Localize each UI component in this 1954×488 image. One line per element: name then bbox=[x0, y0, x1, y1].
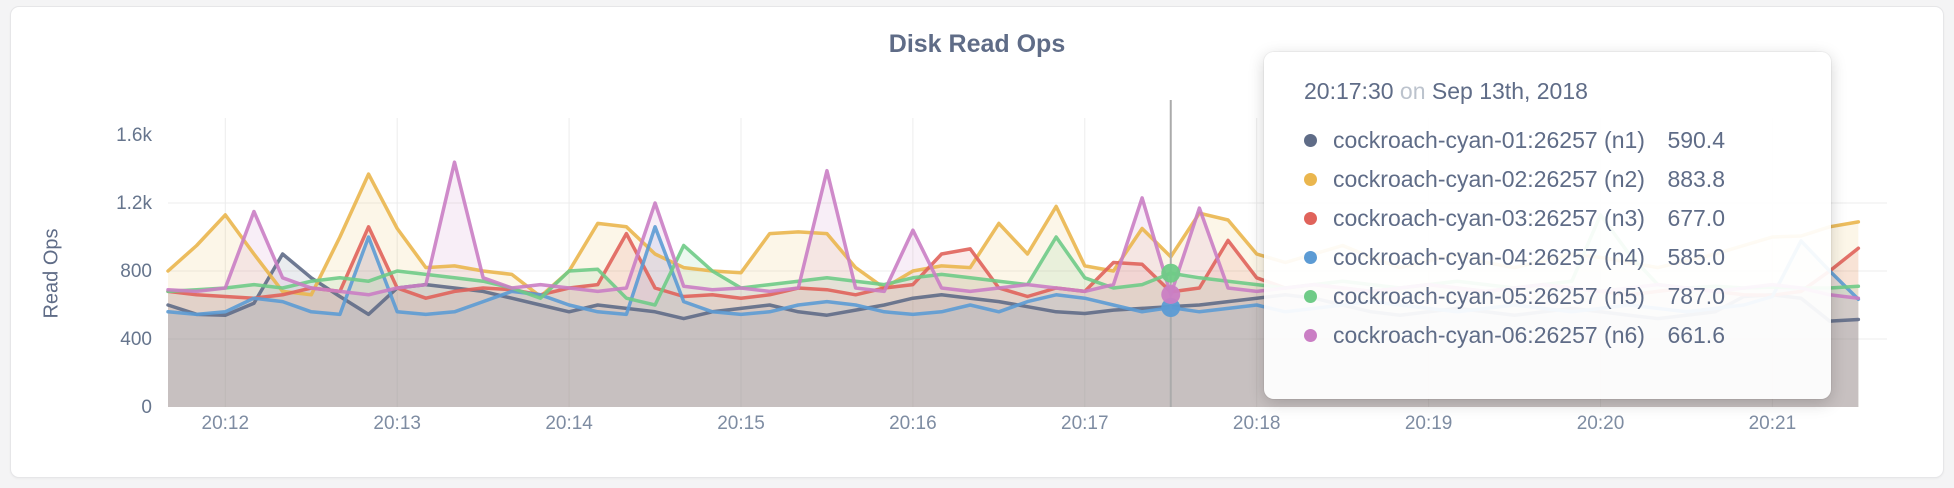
tooltip-series-value: 787.0 bbox=[1667, 283, 1725, 309]
chart-title: Disk Read Ops bbox=[888, 30, 1066, 58]
tooltip-series-name: cockroach-cyan-03:26257 (n3) bbox=[1333, 205, 1645, 231]
hover-point-n6 bbox=[1161, 285, 1181, 305]
x-tick-label: 20:20 bbox=[1576, 413, 1625, 434]
x-tick-label: 20:18 bbox=[1232, 413, 1281, 434]
tooltip-series-name: cockroach-cyan-04:26257 (n4) bbox=[1333, 244, 1645, 270]
tooltip-series-value: 677.0 bbox=[1667, 205, 1725, 231]
series-color-dot-icon bbox=[1304, 134, 1317, 147]
hover-tooltip: 20:17:30 on Sep 13th, 2018 cockroach-cya… bbox=[1264, 52, 1831, 399]
series-color-dot-icon bbox=[1304, 212, 1317, 225]
tooltip-series-row: cockroach-cyan-05:26257 (n5) 787.0 bbox=[1304, 277, 1725, 316]
tooltip-series-row: cockroach-cyan-04:26257 (n4) 585.0 bbox=[1304, 238, 1725, 277]
series-color-dot-icon bbox=[1304, 173, 1317, 186]
y-tick-label: 1.2k bbox=[116, 193, 152, 214]
y-tick-label: 0 bbox=[141, 397, 152, 418]
tooltip-rows: cockroach-cyan-01:26257 (n1) 590.4 cockr… bbox=[1304, 121, 1831, 355]
tooltip-series-value: 883.8 bbox=[1667, 166, 1725, 192]
tooltip-series-name: cockroach-cyan-01:26257 (n1) bbox=[1333, 127, 1645, 153]
tooltip-conjunction: on bbox=[1399, 78, 1426, 104]
x-tick-label: 20:12 bbox=[201, 413, 250, 434]
tooltip-header: 20:17:30 on Sep 13th, 2018 bbox=[1304, 78, 1831, 105]
tooltip-series-row: cockroach-cyan-01:26257 (n1) 590.4 bbox=[1304, 121, 1725, 160]
tooltip-time: 20:17:30 bbox=[1304, 78, 1394, 104]
x-tick-label: 20:19 bbox=[1404, 413, 1453, 434]
tooltip-series-row: cockroach-cyan-06:26257 (n6) 661.6 bbox=[1304, 316, 1725, 355]
tooltip-series-name: cockroach-cyan-05:26257 (n5) bbox=[1333, 283, 1645, 309]
x-tick-label: 20:15 bbox=[717, 413, 765, 434]
tooltip-series-value: 585.0 bbox=[1667, 244, 1725, 270]
y-tick-label: 800 bbox=[120, 261, 152, 282]
y-tick-label: 400 bbox=[120, 329, 152, 350]
series-color-dot-icon bbox=[1304, 329, 1317, 342]
x-tick-label: 20:16 bbox=[889, 413, 937, 434]
series-color-dot-icon bbox=[1304, 290, 1317, 303]
x-tick-label: 20:13 bbox=[373, 413, 421, 434]
x-tick-label: 20:21 bbox=[1748, 413, 1797, 434]
series-color-dot-icon bbox=[1304, 251, 1317, 264]
x-tick-label: 20:14 bbox=[545, 413, 593, 434]
hover-point-n5 bbox=[1161, 263, 1181, 283]
tooltip-series-name: cockroach-cyan-06:26257 (n6) bbox=[1333, 322, 1645, 348]
tooltip-series-row: cockroach-cyan-02:26257 (n2) 883.8 bbox=[1304, 160, 1725, 199]
x-tick-label: 20:17 bbox=[1061, 413, 1109, 434]
tooltip-series-row: cockroach-cyan-03:26257 (n3) 677.0 bbox=[1304, 199, 1725, 238]
tooltip-series-value: 590.4 bbox=[1667, 127, 1725, 153]
hover-point-n4 bbox=[1161, 298, 1181, 318]
tooltip-series-name: cockroach-cyan-02:26257 (n2) bbox=[1333, 166, 1645, 192]
tooltip-date: Sep 13th, 2018 bbox=[1431, 78, 1588, 104]
y-tick-label: 1.6k bbox=[116, 125, 152, 146]
tooltip-series-value: 661.6 bbox=[1667, 322, 1725, 348]
